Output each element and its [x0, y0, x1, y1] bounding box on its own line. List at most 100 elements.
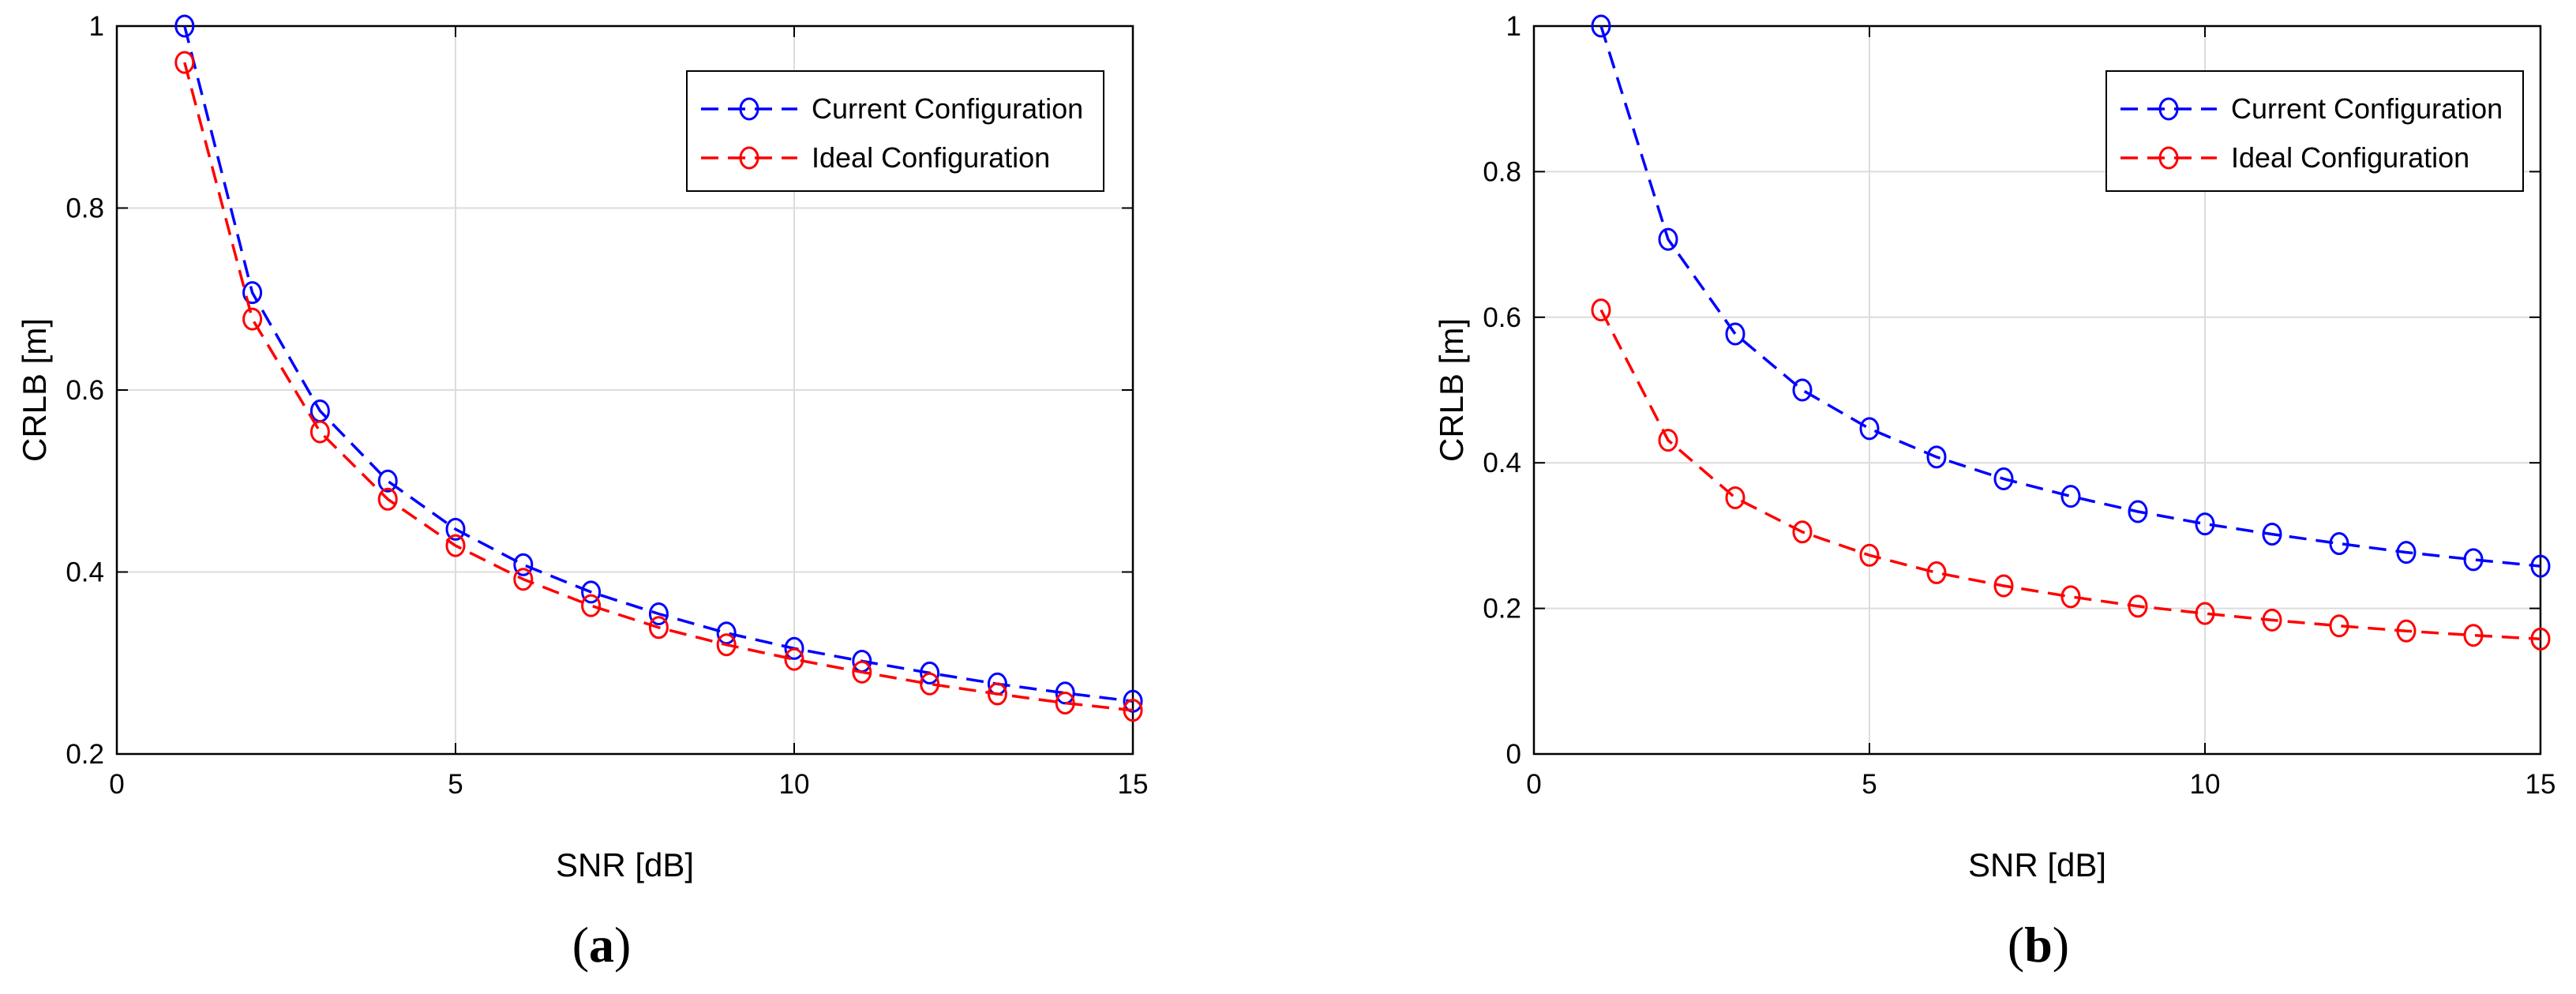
legend-label: Ideal Configuration [2231, 141, 2469, 174]
legend-entry: Ideal Configuration [701, 141, 1050, 174]
data-point [920, 672, 940, 696]
data-point [1658, 227, 1678, 251]
axes-box [1532, 24, 2542, 756]
data-point [1725, 486, 1745, 509]
series-ideal-configuration [174, 51, 1143, 722]
y-tick-label: 0.6 [66, 375, 104, 406]
subfigure-caption: (a) [572, 917, 632, 973]
data-point [2530, 627, 2551, 651]
legend-marker [739, 97, 759, 121]
data-point [2060, 585, 2081, 609]
legend-entry: Current Configuration [701, 92, 1083, 125]
y-tick-label: 0.2 [66, 739, 104, 770]
caption-letter: a [589, 917, 614, 973]
data-point [309, 420, 330, 444]
legend-label: Current Configuration [812, 92, 1083, 125]
legend-box [686, 70, 1104, 192]
data-point [445, 517, 466, 541]
data-point [2128, 500, 2148, 523]
data-point [377, 469, 398, 493]
data-point [242, 281, 263, 305]
caption-open-paren: ( [572, 917, 589, 973]
caption-letter: b [2024, 917, 2053, 973]
legend-marker [739, 146, 759, 170]
data-point [581, 594, 602, 617]
y-tick-label: 0.8 [1483, 156, 1521, 187]
x-axis-label: SNR [dB] [556, 846, 694, 883]
data-point [377, 487, 398, 511]
x-tick-label: 10 [779, 769, 810, 800]
data-point [1055, 681, 1075, 705]
x-axis-label: SNR [dB] [1968, 846, 2106, 883]
y-tick-label: 0.4 [66, 557, 104, 588]
legend: Current Configuration Ideal Configuration [2105, 70, 2524, 192]
data-point [1792, 520, 1813, 544]
series-line [1599, 25, 2541, 568]
data-point [2195, 602, 2215, 625]
data-point [648, 616, 669, 640]
data-point [1591, 14, 1611, 38]
data-point [920, 661, 940, 685]
caption-close-paren: ) [614, 917, 631, 973]
data-point [1591, 298, 1611, 322]
data-point [1993, 467, 2014, 490]
data-point [513, 568, 534, 591]
x-tick-label: 0 [1526, 769, 1541, 800]
data-point [174, 51, 195, 74]
data-point [581, 580, 602, 604]
legend-marker [2158, 146, 2179, 170]
y-tick-label: 0 [1506, 739, 1521, 770]
data-point [1792, 378, 1813, 402]
y-axis-label: CRLB [m] [1433, 318, 1470, 462]
x-tick-label: 0 [109, 769, 124, 800]
x-tick-label: 5 [448, 769, 463, 800]
y-tick-label: 0.4 [1483, 448, 1521, 478]
series-line [183, 25, 1134, 703]
data-point [2329, 532, 2349, 556]
data-point [1123, 699, 1143, 722]
data-point [2396, 619, 2417, 643]
data-point [2195, 512, 2215, 536]
legend-entry: Ideal Configuration [2120, 141, 2469, 174]
data-point [1926, 445, 1947, 469]
data-point [513, 553, 534, 576]
legend-box [2105, 70, 2524, 192]
subfigure-caption: (b) [2008, 917, 2069, 973]
y-tick-label: 0.8 [66, 193, 104, 224]
data-point [2262, 608, 2282, 632]
chart-b: 0 5 10 15 0 0.2 0.4 0.6 0.8 1 SNR [dB] CRLB [m] Curr… [1433, 11, 2555, 973]
data-point [2262, 523, 2282, 546]
series-line [1599, 309, 2541, 641]
chart-a: 0 5 10 15 0.2 0.4 0.6 0.8 1 SNR [dB] CRLB [m] Curre… [16, 11, 1148, 973]
data-point [784, 636, 804, 660]
data-point [1123, 689, 1143, 713]
legend-label: Ideal Configuration [812, 141, 1050, 174]
legend: Current Configuration Ideal Configuration [686, 70, 1104, 192]
caption-open-paren: ( [2008, 917, 2024, 973]
data-point [2463, 624, 2484, 647]
data-point [648, 602, 669, 626]
data-point [2530, 554, 2551, 578]
data-point [2060, 485, 2081, 508]
data-point [716, 633, 737, 657]
data-point [716, 621, 737, 645]
data-point [1055, 691, 1075, 715]
data-point [1926, 561, 1947, 584]
series-current-configuration [1591, 14, 2551, 578]
data-point [987, 682, 1007, 706]
data-point [1658, 429, 1678, 452]
data-point [445, 534, 466, 557]
legend-label: Current Configuration [2231, 92, 2503, 125]
x-tick-label: 15 [2525, 769, 2556, 800]
y-tick-label: 1 [89, 11, 104, 42]
data-point [1725, 322, 1745, 346]
data-point [1993, 574, 2014, 598]
data-point [174, 14, 195, 38]
data-point [2396, 541, 2417, 565]
x-tick-label: 5 [1862, 769, 1877, 800]
y-tick-label: 1 [1506, 11, 1521, 42]
legend-entry: Current Configuration [2120, 92, 2503, 125]
y-tick-label: 0.6 [1483, 302, 1521, 333]
data-point [784, 647, 804, 671]
